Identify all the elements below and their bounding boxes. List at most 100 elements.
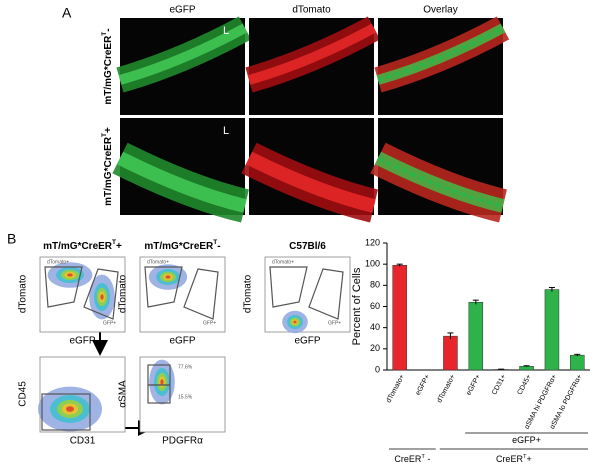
gate bbox=[308, 268, 344, 320]
x-axis-label: eGFP bbox=[69, 336, 95, 347]
gate bbox=[269, 266, 308, 308]
bar bbox=[570, 354, 585, 371]
plot-frame bbox=[264, 256, 351, 333]
text-part: mT/mG*CreER bbox=[43, 241, 113, 252]
gate-label: GFP+ bbox=[103, 320, 116, 326]
text-part: - bbox=[425, 454, 431, 464]
gate bbox=[144, 266, 183, 308]
x-tick-label: CD31+ bbox=[491, 374, 508, 397]
error-bar bbox=[498, 368, 505, 370]
column-header: dTomato bbox=[292, 5, 331, 16]
dot-cloud bbox=[66, 406, 74, 412]
y-axis-label: αSMA bbox=[118, 380, 129, 408]
text-part: + bbox=[116, 241, 122, 252]
tissue-band bbox=[118, 23, 248, 85]
tissue-band bbox=[116, 151, 247, 213]
micrograph bbox=[370, 118, 508, 223]
micrograph bbox=[241, 118, 379, 223]
y-tick-label: 20 bbox=[370, 343, 380, 353]
y-axis-label: dTomato bbox=[243, 274, 254, 313]
superscript: T bbox=[112, 239, 116, 246]
superscript: T bbox=[213, 239, 217, 246]
error-bar bbox=[548, 286, 555, 292]
dot-cloud bbox=[100, 294, 104, 300]
tissue-band bbox=[377, 156, 504, 208]
y-tick-label: 80 bbox=[370, 280, 380, 290]
text-part: - bbox=[217, 241, 220, 252]
error-bar bbox=[472, 299, 479, 305]
panel-label: B bbox=[7, 231, 16, 247]
y-tick-label: 100 bbox=[365, 259, 380, 269]
x-tick-label: CD45+ bbox=[516, 374, 533, 397]
bar bbox=[519, 366, 534, 371]
bar bbox=[468, 302, 484, 371]
gate-label: dTomato+ bbox=[47, 259, 69, 265]
superscript: T bbox=[523, 454, 527, 460]
gate-label: 15.5% bbox=[178, 394, 193, 400]
x-axis-label: CD31 bbox=[70, 436, 96, 447]
group-label: eGFP+ bbox=[512, 435, 541, 445]
x-axis-label: eGFP bbox=[169, 336, 195, 347]
row-label: mT/mG*CreERT- bbox=[101, 28, 114, 104]
micrograph bbox=[245, 16, 381, 115]
plot-title: mT/mG*CreERT+ bbox=[43, 239, 122, 252]
gate-label: dTomato+ bbox=[272, 259, 294, 265]
x-tick-label: dTomato+ bbox=[385, 374, 406, 405]
dot-cloud bbox=[293, 320, 297, 324]
y-tick-label: 40 bbox=[370, 322, 380, 332]
gate bbox=[41, 393, 91, 431]
gate bbox=[44, 266, 83, 308]
gate-label: 77.6% bbox=[178, 364, 193, 370]
error-bar bbox=[447, 332, 454, 340]
text-part: mT/mG*CreER bbox=[103, 136, 114, 206]
error-bar bbox=[574, 353, 581, 357]
row-label: mT/mG*CreERT+ bbox=[101, 127, 114, 206]
tissue-band bbox=[247, 23, 377, 85]
micrograph bbox=[112, 118, 250, 223]
y-tick-label: 120 bbox=[365, 237, 380, 247]
tissue-band bbox=[377, 26, 504, 82]
plot-title: mT/mG*CreERT- bbox=[144, 239, 220, 252]
group-label: CreERT - bbox=[394, 454, 430, 465]
gate bbox=[147, 384, 171, 404]
gate bbox=[83, 268, 119, 320]
text-part: - bbox=[103, 28, 114, 31]
gate-label: GFP+ bbox=[328, 320, 341, 326]
x-tick-label: eGFP+ bbox=[415, 374, 432, 397]
dot-cloud bbox=[165, 275, 171, 279]
dot-cloud bbox=[160, 379, 164, 385]
bar bbox=[443, 335, 458, 371]
y-tick-label: 0 bbox=[375, 364, 380, 374]
text-part: mT/mG*CreER bbox=[144, 241, 214, 252]
text-part: C57Bl/6 bbox=[289, 241, 326, 252]
text-part: mT/mG*CreER bbox=[103, 35, 114, 105]
text-part: CreER bbox=[394, 454, 422, 464]
x-tick-label: dTomato+ bbox=[436, 374, 457, 405]
y-axis-label: dTomato bbox=[18, 274, 29, 313]
superscript: T bbox=[421, 454, 425, 460]
y-axis-label: CD45 bbox=[18, 381, 29, 407]
error-bar bbox=[523, 365, 530, 367]
superscript: T bbox=[101, 133, 108, 137]
x-tick-label: eGFP+ bbox=[466, 374, 483, 397]
y-axis-title: Percent of Cells bbox=[351, 267, 363, 345]
text-part: eGFP+ bbox=[512, 435, 541, 445]
lumen-label: L bbox=[223, 125, 229, 137]
panel-label: A bbox=[62, 5, 72, 21]
dot-cloud bbox=[67, 273, 73, 277]
bar bbox=[392, 264, 407, 371]
y-tick-label: 60 bbox=[370, 301, 380, 311]
bar bbox=[544, 289, 560, 371]
error-bar bbox=[396, 263, 403, 267]
column-header: eGFP bbox=[169, 5, 195, 16]
plot-title: C57Bl/6 bbox=[289, 241, 326, 252]
lumen-label: L bbox=[223, 25, 229, 37]
x-axis-label: eGFP bbox=[294, 336, 320, 347]
group-label: CreERT+ bbox=[496, 454, 532, 465]
x-axis-label: PDGFRα bbox=[162, 436, 203, 447]
y-axis-label: dTomato bbox=[118, 274, 129, 313]
text-part: + bbox=[527, 454, 532, 464]
micrograph bbox=[374, 16, 510, 115]
tissue-band bbox=[245, 151, 376, 213]
